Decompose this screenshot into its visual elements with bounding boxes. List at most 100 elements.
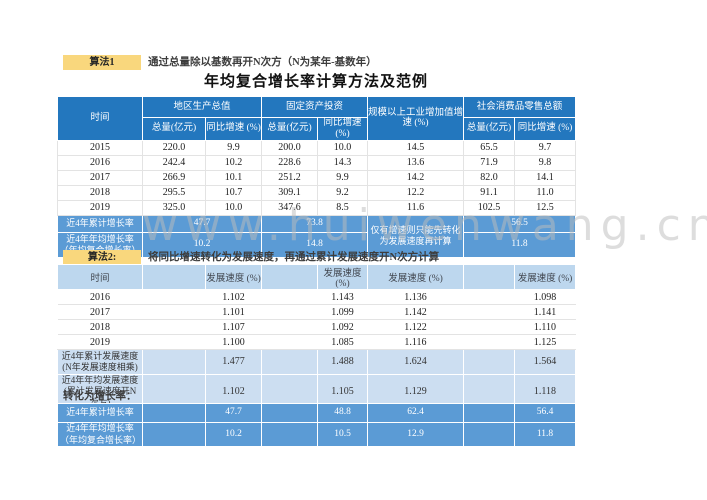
table-cell: 2017 [57,304,143,320]
table-cell: 10.0 [317,139,369,156]
summary-value: 14.8 [261,231,369,258]
table-cell: 近4年累计发展速度(N年发展速度相乘) [57,349,143,375]
table-cell: 1.101 [205,304,262,320]
table-cell: 时间 [57,264,143,290]
table-cell: 9.9 [204,139,263,156]
table-cell: 1.624 [367,349,464,375]
table-cell: 266.9 [142,169,206,186]
table-cell: 13.6 [367,154,465,171]
summary-row-cumulative-speed: 近4年累计发展速度(N年发展速度相乘) 1.477 1.488 1.624 1.564 [57,349,576,375]
empty-cell [261,334,318,350]
empty-cell [142,422,206,447]
algo1-description: 通过总量除以基数再开N次方（N为某年-基数年） [148,57,377,68]
table-cell: 1.098 [514,289,576,305]
table-row: 2019 1.100 1.085 1.116 1.125 [57,334,576,350]
table-cell: 1.141 [514,304,576,320]
table-cell: 1.092 [317,319,368,335]
table-cell: 发展速度 (%) [317,264,368,290]
subheader-total: 总量(亿元) [261,117,319,141]
table-cell: 1.488 [317,349,368,375]
empty-cell [142,349,206,375]
table-cell: 1.564 [514,349,576,375]
summary-value: 11.8 [463,231,577,258]
table-cell: 14.1 [514,169,577,186]
table-row: 2018 1.107 1.092 1.122 1.110 [57,319,576,335]
col-header-industrial-growth: 规模以上工业增加值增速 (%) [367,96,465,141]
summary-row-cagr: 近4年年均增长率（年均复合增长率） 10.2 14.8 11.8 [57,231,577,258]
table-cell: 9.9 [317,169,369,186]
empty-cell [261,319,318,335]
summary-row-cumulative: 近4年累计增长率 47.7 48.8 62.4 56.4 [57,403,576,423]
table-cell: 9.8 [514,154,577,171]
table-cell: 1.125 [514,334,576,350]
table-cell: 9.2 [317,184,369,201]
summary-value: 73.8 [261,214,369,233]
table-cell: 2015 [57,139,143,156]
table-cell: 11.8 [514,422,576,447]
table-cell: 14.3 [317,154,369,171]
empty-cell [261,422,318,447]
table-cell: 11.0 [514,184,577,201]
table-cell: 242.4 [142,154,206,171]
summary-row-cumulative: 近4年累计增长率 47.7 73.8 仅有增速则只能先转化为发展速度再计算 56… [57,214,577,258]
table-cell: 91.1 [463,184,516,201]
table-cell: 12.2 [367,184,465,201]
table-cell: 2019 [57,334,143,350]
table-cell: 71.9 [463,154,516,171]
table-cell: 1.102 [205,289,262,305]
table-cell: 发展速度 (%) [367,264,464,290]
empty-cell [261,403,318,423]
empty-cell [261,349,318,375]
empty-cell [142,264,206,290]
algo1-row: 算法1 通过总量除以基数再开N次方（N为某年-基数年） [0,55,707,70]
empty-cell [261,264,318,290]
col-header-fixed-investment: 固定资产投资 [261,96,369,118]
summary-value: 56.5 [463,214,577,233]
table-cell: 1.136 [367,289,464,305]
summary-label: 近4年累计增长率 [57,214,143,233]
table-cell: 82.0 [463,169,516,186]
algo2-row: 算法2: 将同比增速转化为发展速度，再通过累计发展速度开N次方计算 [0,250,707,265]
empty-cell [142,304,206,320]
table-cell: 325.0 [142,199,206,216]
table-cell: 228.6 [261,154,319,171]
table-row: 2016 242.4 10.2 228.6 14.3 13.6 71.9 9.8 [57,154,577,171]
table-cell: 65.5 [463,139,516,156]
empty-cell [142,319,206,335]
table-cell: 1.085 [317,334,368,350]
table-row: 2019 325.0 10.0 347.6 8.5 11.6 102.5 12.5 [57,199,577,216]
col-header-gdp: 地区生产总值 [141,96,263,118]
table-cell: 220.0 [142,139,206,156]
empty-cell [142,334,206,350]
table-cell: 10.5 [317,422,368,447]
table-cell: 1.477 [205,349,262,375]
page-title: 年均复合增长率计算方法及范例 [203,74,428,90]
note-cell: 仅有增速则只能先转化为发展速度再计算 [367,214,465,258]
table-cell: 1.107 [205,319,262,335]
table-cell: 12.9 [367,422,464,447]
subheader-yoy: 同比增速 (%) [514,117,577,141]
table-cell: 309.1 [261,184,319,201]
table-row: 2018 295.5 10.7 309.1 9.2 12.2 91.1 11.0 [57,184,577,201]
table-cell: 48.8 [317,403,368,423]
col-header-time: 时间 [57,96,143,141]
table-cell: 近4年累计增长率 [57,403,143,423]
summary-row-cagr: 近4年年均增长率（年均复合增长率） 10.2 10.5 12.9 11.8 [57,422,576,447]
table-cell: 295.5 [142,184,206,201]
subheader-total: 总量(亿元) [142,117,206,141]
table-cell: 14.2 [367,169,465,186]
table-cell: 2016 [57,154,143,171]
table-cell: 11.6 [367,199,465,216]
empty-cell [463,349,515,375]
growth-rate-table: 时间 地区生产总值 固定资产投资 规模以上工业增加值增速 (%) 社会消费品零售… [57,96,577,258]
table-cell: 发展速度 (%) [205,264,262,290]
table-cell: 10.7 [204,184,263,201]
header-row-speed: 时间 发展速度 (%) 发展速度 (%) 发展速度 (%) 发展速度 (%) [57,264,576,290]
table-cell: 10.2 [205,422,262,447]
table-cell: 62.4 [367,403,464,423]
table-cell: 2018 [57,184,143,201]
col-header-retail-sales: 社会消费品零售总额 [463,96,577,118]
table-cell: 47.7 [205,403,262,423]
table-cell: 102.5 [463,199,516,216]
table-cell: 1.100 [205,334,262,350]
